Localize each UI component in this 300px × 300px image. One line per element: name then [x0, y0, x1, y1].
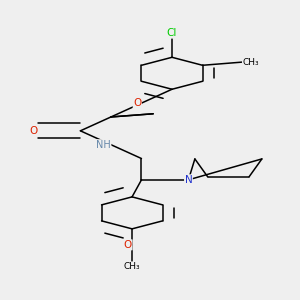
- Text: CH₃: CH₃: [124, 262, 140, 271]
- Text: Cl: Cl: [167, 28, 177, 38]
- Text: O: O: [124, 240, 132, 250]
- Text: N: N: [184, 175, 192, 185]
- Text: NH: NH: [96, 140, 111, 150]
- Text: O: O: [30, 126, 38, 136]
- Text: CH₃: CH₃: [242, 58, 259, 67]
- Text: O: O: [133, 98, 142, 108]
